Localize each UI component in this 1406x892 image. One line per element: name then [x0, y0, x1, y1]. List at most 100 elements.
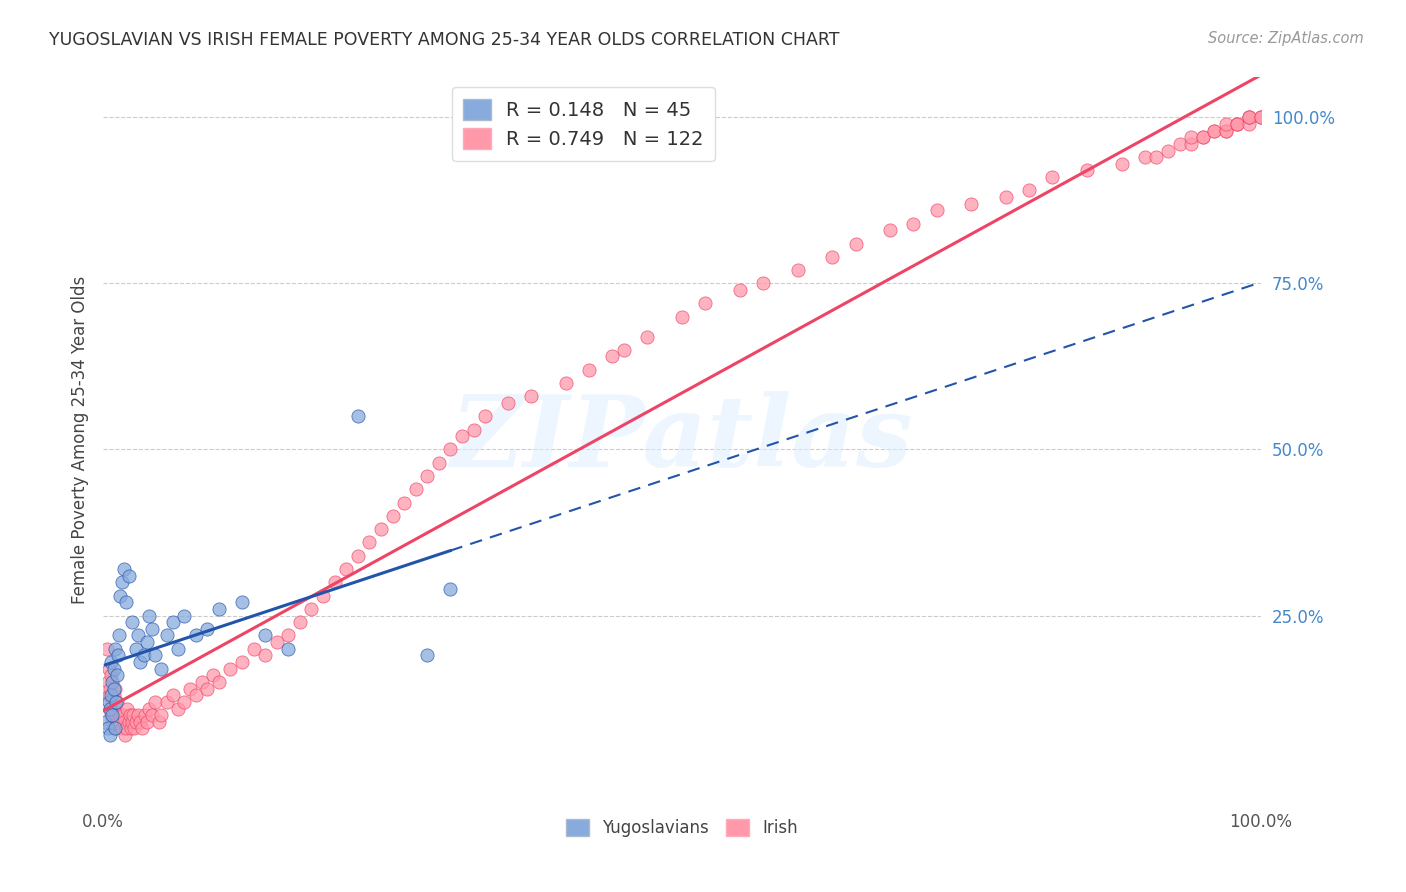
Point — [323, 575, 346, 590]
Point — [1157, 144, 1180, 158]
Point — [195, 681, 218, 696]
Point — [108, 628, 131, 642]
Point — [474, 409, 496, 424]
Point — [98, 728, 121, 742]
Point — [173, 695, 195, 709]
Point — [173, 608, 195, 623]
Point — [97, 662, 120, 676]
Point — [143, 648, 166, 663]
Point — [555, 376, 578, 390]
Text: ZIPatlas: ZIPatlas — [451, 392, 912, 488]
Point — [104, 681, 127, 696]
Point — [103, 662, 125, 676]
Point — [693, 296, 716, 310]
Point — [1237, 111, 1260, 125]
Point — [127, 628, 149, 642]
Text: YUGOSLAVIAN VS IRISH FEMALE POVERTY AMONG 25-34 YEAR OLDS CORRELATION CHART: YUGOSLAVIAN VS IRISH FEMALE POVERTY AMON… — [49, 31, 839, 49]
Point — [136, 635, 159, 649]
Point — [162, 615, 184, 630]
Point — [1226, 117, 1249, 131]
Point — [266, 635, 288, 649]
Point — [1204, 123, 1226, 137]
Point — [103, 688, 125, 702]
Point — [112, 714, 135, 729]
Point — [463, 423, 485, 437]
Point — [752, 277, 775, 291]
Point — [96, 641, 118, 656]
Y-axis label: Female Poverty Among 25-34 Year Olds: Female Poverty Among 25-34 Year Olds — [72, 276, 89, 604]
Point — [439, 582, 461, 596]
Point — [101, 675, 124, 690]
Point — [148, 714, 170, 729]
Point — [381, 508, 404, 523]
Point — [1076, 163, 1098, 178]
Point — [1237, 111, 1260, 125]
Point — [728, 283, 751, 297]
Point — [405, 483, 427, 497]
Point — [903, 217, 925, 231]
Point — [184, 628, 207, 642]
Point — [1237, 111, 1260, 125]
Point — [208, 602, 231, 616]
Point — [1215, 123, 1237, 137]
Point — [786, 263, 808, 277]
Point — [416, 469, 439, 483]
Point — [821, 250, 844, 264]
Point — [121, 714, 143, 729]
Point — [925, 203, 948, 218]
Point — [1191, 130, 1213, 145]
Point — [359, 535, 381, 549]
Point — [1215, 117, 1237, 131]
Point — [254, 628, 277, 642]
Point — [1237, 117, 1260, 131]
Point — [104, 695, 127, 709]
Point — [114, 728, 136, 742]
Point — [156, 695, 179, 709]
Point — [104, 722, 127, 736]
Point — [202, 668, 225, 682]
Point — [124, 641, 146, 656]
Point — [104, 708, 127, 723]
Point — [105, 668, 128, 682]
Point — [231, 655, 253, 669]
Point — [1168, 136, 1191, 151]
Point — [112, 562, 135, 576]
Point — [162, 688, 184, 702]
Point — [1133, 150, 1156, 164]
Point — [97, 722, 120, 736]
Point — [167, 641, 190, 656]
Point — [1226, 117, 1249, 131]
Point — [134, 708, 156, 723]
Point — [1146, 150, 1168, 164]
Point — [578, 363, 600, 377]
Point — [111, 575, 134, 590]
Point — [100, 655, 122, 669]
Point — [138, 608, 160, 623]
Point — [1180, 130, 1202, 145]
Point — [129, 655, 152, 669]
Point — [98, 681, 121, 696]
Point — [277, 641, 299, 656]
Point — [416, 648, 439, 663]
Point — [427, 456, 450, 470]
Point — [370, 522, 392, 536]
Point — [451, 429, 474, 443]
Point — [117, 701, 139, 715]
Point — [671, 310, 693, 324]
Point — [335, 562, 357, 576]
Point — [277, 628, 299, 642]
Point — [97, 688, 120, 702]
Point — [346, 549, 368, 563]
Point — [439, 442, 461, 457]
Point — [288, 615, 311, 630]
Point — [100, 668, 122, 682]
Point — [101, 714, 124, 729]
Point — [995, 190, 1018, 204]
Point — [104, 722, 127, 736]
Point — [960, 196, 983, 211]
Point — [312, 589, 335, 603]
Point — [636, 329, 658, 343]
Point — [301, 602, 323, 616]
Point — [231, 595, 253, 609]
Point — [101, 708, 124, 723]
